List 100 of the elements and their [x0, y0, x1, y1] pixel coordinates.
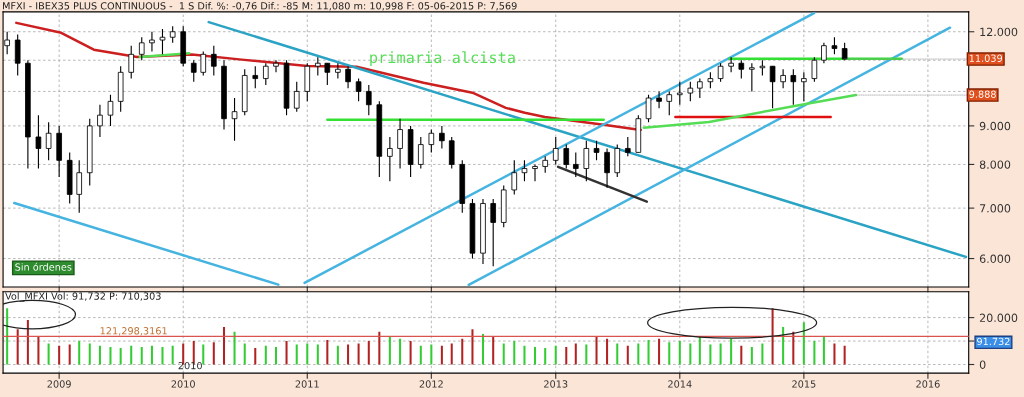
- candlestick: [418, 136, 424, 170]
- bar: [730, 338, 733, 365]
- candlestick: [387, 136, 393, 182]
- candlestick: [490, 198, 496, 267]
- bar: [533, 346, 537, 365]
- candlestick: [211, 45, 217, 76]
- bar: [285, 341, 288, 365]
- bar: [813, 341, 816, 365]
- bar: [471, 329, 474, 365]
- y-tick-label: 12.000: [980, 27, 1018, 37]
- bar: [347, 344, 350, 365]
- bar: [595, 336, 598, 365]
- candlestick: [552, 136, 559, 165]
- bar: [554, 345, 557, 365]
- bar: [513, 341, 516, 365]
- bar: [16, 329, 19, 365]
- candlestick: [666, 90, 673, 116]
- candlestick: [107, 94, 114, 127]
- bar: [212, 342, 215, 365]
- candlestick: [521, 159, 528, 182]
- bar: [740, 345, 743, 365]
- bar: [388, 336, 391, 365]
- bar: [647, 339, 650, 365]
- bar: [822, 336, 825, 365]
- candlestick: [76, 159, 83, 214]
- bar: [585, 344, 588, 365]
- bar: [264, 345, 267, 365]
- candlestick: [335, 62, 341, 80]
- bar: [833, 343, 836, 365]
- candlestick: [624, 136, 631, 157]
- bar: [47, 343, 50, 365]
- bar: [119, 348, 122, 365]
- annotation: Sin órdenes: [15, 262, 72, 271]
- candlestick: [128, 45, 135, 80]
- bar: [243, 343, 246, 365]
- candlestick: [728, 56, 734, 73]
- bar: [626, 345, 629, 365]
- bar: [306, 343, 309, 365]
- chart-title: MFXI - IBEX35 PLUS CONTINUOUS - 1 S Dif. %: -0,76 Dif.: -85 M: 11,080 m: 10,998 F: 05-06-2015 P: 7,569: [3, 1, 517, 11]
- chart-title: Vol_MFXI Vol: 91,732 P: 710,303: [5, 292, 161, 302]
- candlestick: [572, 151, 579, 178]
- candlestick: [35, 114, 42, 170]
- candlestick: [593, 140, 600, 161]
- bar: [440, 345, 443, 365]
- candlestick: [801, 71, 807, 102]
- bar: [678, 341, 681, 365]
- bar: [419, 345, 422, 365]
- candlestick: [138, 36, 145, 61]
- bar: [88, 343, 91, 365]
- y-tick-label: 0: [979, 360, 986, 369]
- bar: [606, 338, 609, 365]
- candlestick: [532, 163, 538, 182]
- bar: [222, 326, 226, 365]
- bar: [750, 346, 753, 365]
- bar: [574, 343, 577, 365]
- bar: [492, 336, 495, 365]
- bar: [668, 342, 671, 365]
- bar: [565, 346, 568, 365]
- candlestick: [231, 97, 238, 142]
- candlestick: [355, 78, 362, 102]
- bar: [637, 343, 640, 365]
- x-tick-label: 2014: [668, 380, 692, 388]
- candlestick: [511, 159, 518, 195]
- bar: [450, 343, 453, 365]
- candlestick: [687, 81, 694, 102]
- candlestick: [45, 121, 52, 161]
- bar: [37, 336, 40, 365]
- bar: [771, 308, 774, 365]
- annotation: 9.888: [969, 90, 996, 98]
- bar: [761, 343, 764, 365]
- bar: [802, 322, 805, 365]
- bar: [202, 344, 205, 365]
- bar: [58, 345, 61, 365]
- candlestick: [315, 56, 321, 76]
- bar: [399, 338, 402, 365]
- annotation: primaria alcista: [370, 51, 515, 67]
- candlestick: [563, 144, 570, 170]
- x-tick-label: 2009: [47, 380, 71, 388]
- bar: [26, 319, 29, 365]
- bar: [150, 345, 153, 365]
- bar: [544, 348, 547, 365]
- x-tick-label: 2016: [916, 380, 940, 388]
- bar: [6, 308, 9, 365]
- candlestick: [790, 68, 797, 106]
- text: 91.732: [977, 337, 1010, 346]
- candlestick: [738, 59, 745, 80]
- bar: [502, 343, 505, 365]
- bar: [233, 331, 236, 365]
- ref-line-label: 121,298,3161: [100, 327, 167, 336]
- y-tick-label: 6.000: [979, 254, 1011, 263]
- candlestick: [252, 65, 259, 89]
- bar: [782, 326, 785, 365]
- bar: [274, 346, 278, 365]
- candlestick: [159, 28, 166, 55]
- y-tick-label: 20.000: [979, 313, 1018, 322]
- y-tick-label: 7.000: [980, 204, 1011, 213]
- candlestick: [14, 33, 21, 76]
- bar: [254, 348, 257, 365]
- candlestick: [397, 118, 403, 170]
- x-tick-label: 2013: [544, 380, 568, 388]
